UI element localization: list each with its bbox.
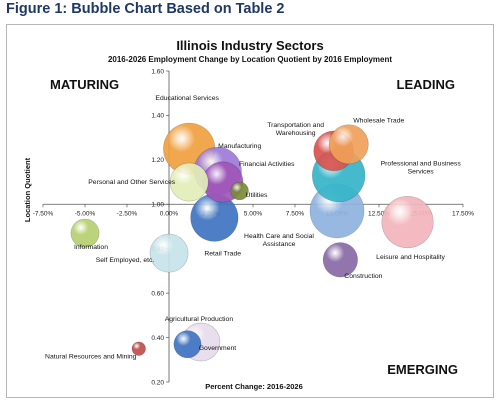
y-tick-label: 1.40 bbox=[151, 113, 164, 120]
y-tick-label: 1.00 bbox=[151, 202, 164, 209]
bubble-label-wholesale-trade: Wholesale Trade bbox=[353, 117, 404, 124]
bubble-label-personal-and-other-services: Personal and Other Services bbox=[88, 179, 175, 186]
bubble-label-health-care-and-social-assistance: Health Care and Social Assistance bbox=[244, 233, 314, 248]
bubble-label-utilities: Utilities bbox=[246, 192, 269, 199]
bubble-leisure-and-hospitality bbox=[381, 196, 434, 249]
bubble-label-self-employed-etc-: Self Employed, etc. bbox=[96, 257, 155, 264]
x-tick-label: -2.50% bbox=[117, 210, 138, 217]
bubble-natural-resources-and-mining bbox=[131, 341, 146, 356]
bubble-construction bbox=[322, 242, 358, 278]
bubble-label-retail-trade: Retail Trade bbox=[204, 251, 241, 258]
bubble-government bbox=[173, 330, 202, 359]
x-tick-label: 5.00% bbox=[244, 210, 263, 217]
bubble-wholesale-trade bbox=[328, 124, 369, 165]
bubble-retail-trade bbox=[190, 193, 239, 242]
chart-background bbox=[9, 27, 491, 395]
quadrant-label-maturing: MATURING bbox=[50, 77, 119, 92]
bubble-label-professional-and-business-services: Professional and Business Services bbox=[381, 160, 462, 175]
figure-title: Figure 1: Bubble Chart Based on Table 2 bbox=[6, 1, 285, 17]
bubble-label-transportation-and-warehousing: Transportation and Warehousing bbox=[267, 122, 324, 137]
x-tick-label: 0.00% bbox=[160, 210, 179, 217]
x-tick-label: 12.50% bbox=[368, 210, 390, 217]
bubble-label-financial-activities: Financial Activities bbox=[239, 161, 295, 168]
x-tick-label: -5.00% bbox=[75, 210, 96, 217]
y-tick-label: 0.20 bbox=[151, 379, 164, 386]
x-axis-title: Percent Change: 2016-2026 bbox=[205, 382, 303, 391]
bubble-label-educational-services: Educational Services bbox=[155, 95, 219, 102]
bubble-information bbox=[70, 218, 100, 248]
bubble-label-natural-resources-and-mining: Natural Resources and Mining bbox=[45, 354, 137, 361]
chart-subtitle: 2016-2026 Employment Change by Location … bbox=[108, 55, 392, 64]
quadrant-label-emerging: EMERGING bbox=[387, 362, 458, 377]
y-tick-label: 0.40 bbox=[151, 335, 164, 342]
bubble-label-manufacturing: Manufacturing bbox=[218, 143, 261, 150]
bubble-utilities bbox=[230, 181, 249, 201]
y-axis-title: Location Quotient bbox=[23, 157, 32, 222]
x-tick-label: 17.50% bbox=[452, 210, 474, 217]
chart-title: Illinois Industry Sectors bbox=[176, 38, 323, 53]
y-tick-label: 0.60 bbox=[151, 290, 164, 297]
y-tick-label: 1.60 bbox=[151, 68, 164, 75]
bubble-label-leisure-and-hospitality: Leisure and Hospitality bbox=[376, 254, 445, 261]
bubble-label-information: Information bbox=[74, 244, 108, 251]
bubble-label-construction: Construction bbox=[344, 273, 382, 280]
bubble-label-government: Government bbox=[199, 345, 237, 352]
y-tick-label: 1.20 bbox=[151, 157, 164, 164]
x-tick-label: 7.50% bbox=[286, 210, 305, 217]
bubble-label-agricultural-production: Agricultural Production bbox=[165, 316, 234, 323]
bubble-personal-and-other-services bbox=[169, 162, 209, 202]
x-tick-label: -7.50% bbox=[33, 210, 54, 217]
quadrant-label-leading: LEADING bbox=[397, 77, 456, 92]
bubble-self-employed-etc- bbox=[149, 233, 189, 273]
